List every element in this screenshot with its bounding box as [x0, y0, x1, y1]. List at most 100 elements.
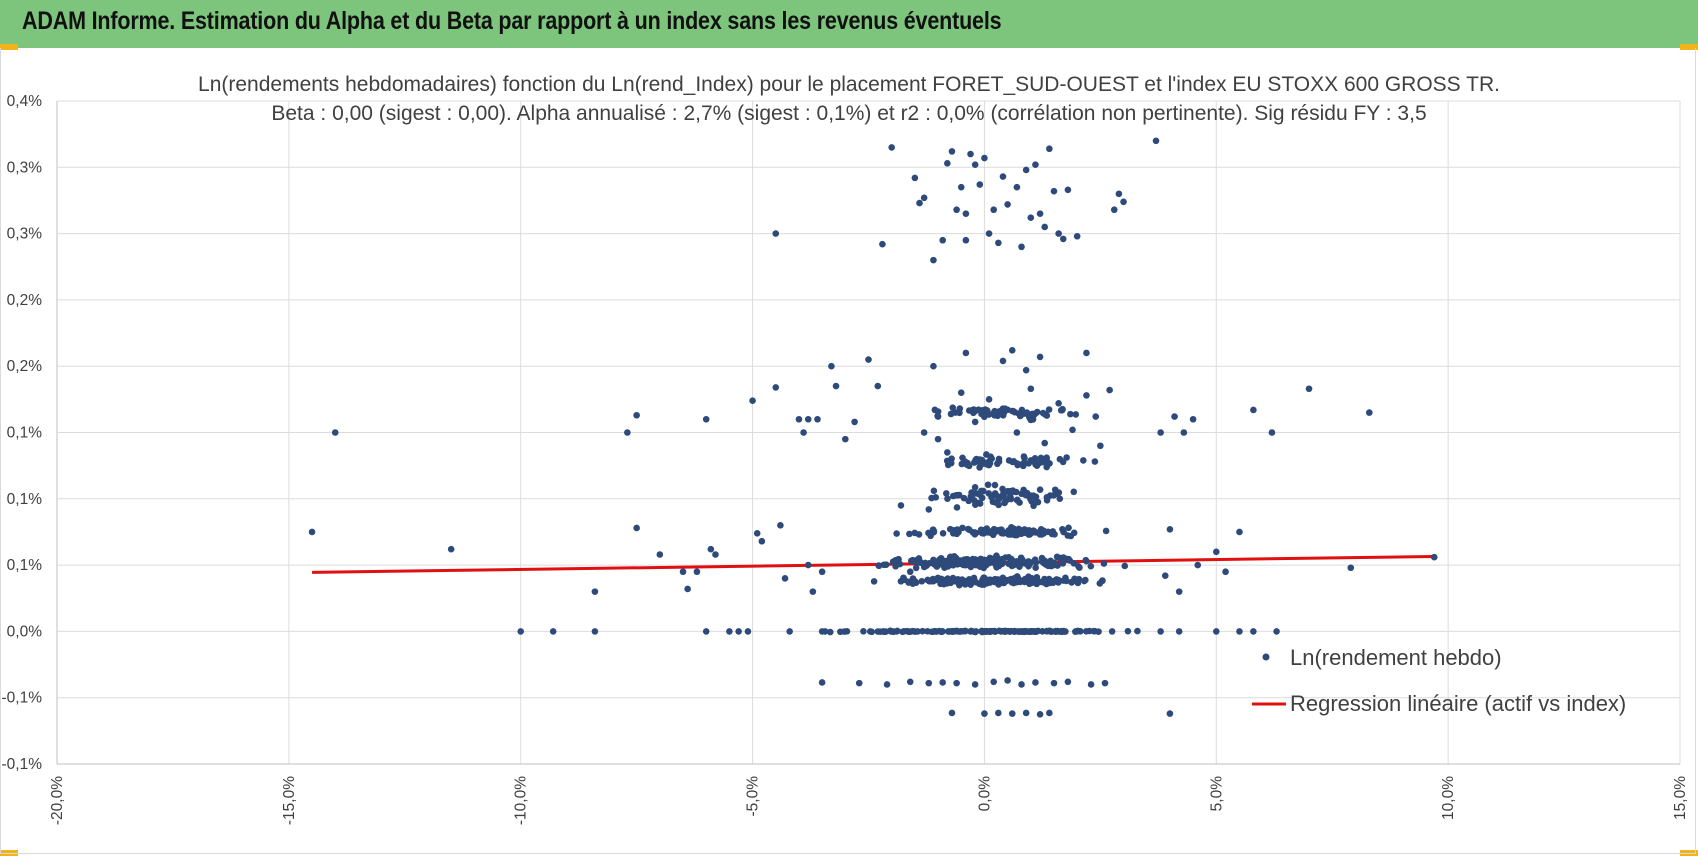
- scatter-point: [1068, 578, 1075, 586]
- scatter-point: [1016, 578, 1024, 586]
- scatter-point: [1108, 628, 1116, 635]
- scatter-point: [947, 579, 954, 587]
- scatter-point: [1013, 183, 1021, 191]
- scatter-point: [942, 490, 950, 497]
- scatter-point: [809, 588, 817, 595]
- scatter-point: [933, 563, 941, 570]
- scatter-point: [1070, 560, 1078, 567]
- scatter-point: [977, 460, 985, 468]
- scatter-point: [934, 412, 941, 420]
- scatter-point: [818, 568, 826, 576]
- scatter-point: [962, 236, 970, 244]
- scatter-point: [949, 526, 957, 534]
- scatter-point: [624, 429, 631, 436]
- x-tick-label: 15,0%: [1672, 776, 1689, 820]
- scatter-point: [1022, 709, 1030, 717]
- scatter-point: [1273, 628, 1280, 635]
- scatter-point: [1002, 628, 1010, 635]
- scatter-point: [977, 555, 985, 563]
- scatter-point: [938, 558, 946, 566]
- scatter-point: [875, 562, 883, 570]
- scatter-point: [984, 481, 992, 489]
- scatter-point: [953, 679, 960, 687]
- scatter-point: [985, 490, 993, 497]
- scatter-point: [971, 458, 979, 465]
- scatter-point: [1091, 458, 1099, 465]
- scatter-point: [1268, 429, 1276, 436]
- scatter-point: [744, 628, 752, 635]
- scatter-point: [1048, 530, 1056, 538]
- scatter-point: [970, 574, 978, 582]
- scatter-point: [915, 531, 923, 538]
- scatter-point: [1014, 527, 1022, 535]
- scatter-point: [777, 522, 784, 529]
- x-tick-label: -15,0%: [281, 776, 298, 825]
- scatter-point: [960, 494, 968, 502]
- report-header: ADAM Informe. Estimation du Alpha et du …: [0, 0, 1698, 48]
- corner-marker-top-right: [1680, 44, 1698, 50]
- scatter-point: [1027, 214, 1035, 221]
- scatter-point: [1041, 439, 1049, 447]
- scatter-point: [749, 397, 756, 404]
- y-tick-label: 0,1%: [7, 557, 43, 574]
- chart-title-line-1: Ln(rendements hebdomadaires) fonction du…: [198, 73, 1500, 96]
- scatter-point: [889, 558, 897, 565]
- y-tick-label: 0,3%: [7, 159, 43, 176]
- scatter-point: [1121, 562, 1129, 570]
- scatter-point: [1115, 190, 1123, 198]
- scatter-point: [897, 577, 905, 585]
- scatter-point: [753, 529, 761, 537]
- scatter-point: [1037, 578, 1045, 586]
- scatter-point: [1058, 406, 1066, 414]
- scatter-point: [1036, 710, 1044, 718]
- scatter-point: [1008, 346, 1016, 354]
- scatter-point: [976, 181, 984, 188]
- scatter-point: [1015, 628, 1022, 635]
- scatter-point: [1212, 548, 1220, 556]
- scatter-point: [1152, 137, 1160, 145]
- scatter-point: [982, 560, 990, 567]
- scatter-point: [1007, 531, 1014, 538]
- scatter-point: [911, 174, 919, 182]
- scatter-point: [1124, 627, 1132, 635]
- scatter-point: [814, 415, 821, 423]
- scatter-point: [971, 529, 978, 536]
- corner-marker-top-left: [0, 44, 18, 50]
- scatter-point: [883, 681, 891, 688]
- scatter-point: [1018, 681, 1025, 688]
- scatter-point: [1039, 628, 1046, 635]
- scatter-point: [1087, 562, 1095, 570]
- scatter-point: [986, 579, 994, 586]
- scatter-point: [1072, 628, 1079, 635]
- scatter-point: [1054, 562, 1061, 569]
- scatter-point: [1052, 490, 1060, 498]
- scatter-point: [1046, 709, 1053, 717]
- scatter-point: [1008, 578, 1016, 586]
- scatter-point: [958, 460, 966, 468]
- scatter-point: [1212, 628, 1220, 635]
- scatter-point: [956, 558, 964, 566]
- scatter-point: [1001, 499, 1008, 507]
- scatter-point: [939, 679, 946, 686]
- x-tick-label: -5,0%: [745, 776, 762, 817]
- legend: Ln(rendement hebdo) Regression linéaire …: [1252, 645, 1626, 716]
- scatter-point: [1064, 678, 1072, 686]
- scatter-point: [971, 161, 979, 168]
- scatter-point: [1018, 243, 1025, 251]
- scatter-point: [1058, 628, 1066, 636]
- scatter-point: [1022, 366, 1030, 374]
- scatter-point: [1091, 627, 1099, 635]
- scatter-point: [1016, 563, 1023, 570]
- scatter-point: [1236, 628, 1243, 635]
- scatter-series: [308, 137, 1438, 718]
- scatter-point: [939, 529, 947, 537]
- scatter-point: [1026, 628, 1033, 635]
- scatter-point: [1004, 677, 1011, 684]
- scatter-point: [876, 628, 884, 635]
- scatter-point: [970, 406, 977, 413]
- x-tick-label: 5,0%: [1208, 776, 1225, 812]
- scatter-point: [995, 455, 1003, 463]
- scatter-point: [952, 409, 959, 416]
- scatter-point: [1099, 577, 1106, 585]
- x-tick-label: 0,0%: [976, 776, 993, 812]
